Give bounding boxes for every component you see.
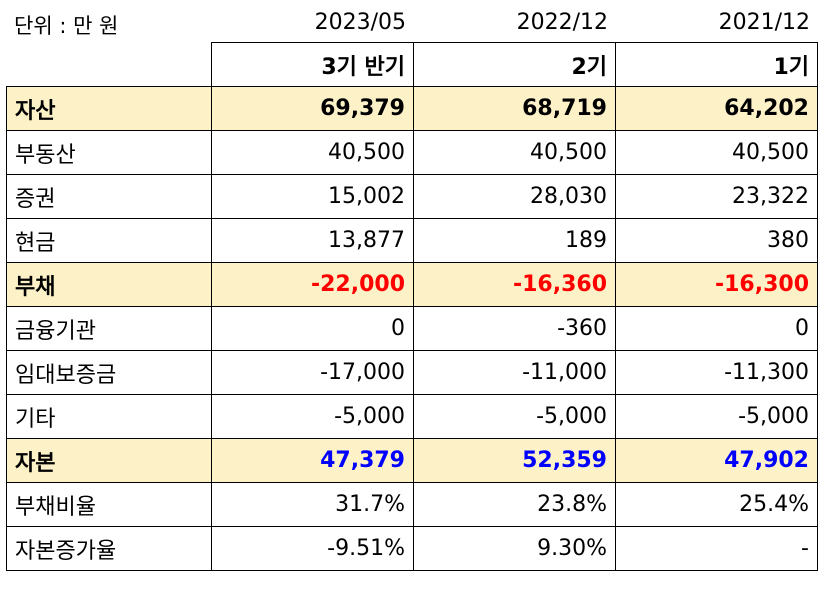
value-cell: 52,359: [413, 438, 616, 483]
value-cell: 28,030: [413, 174, 616, 219]
table-row-real-estate: 부동산 40,500 40,500 40,500: [6, 130, 818, 175]
value-cell: -9.51%: [211, 526, 414, 571]
value-cell: -22,000: [211, 262, 414, 307]
value-cell: -360: [413, 306, 616, 351]
value-cell: 47,379: [211, 438, 414, 483]
value-cell: 189: [413, 218, 616, 263]
value-cell: -5,000: [615, 394, 818, 439]
table-row-liabilities: 부채 -22,000 -16,360 -16,300: [6, 262, 818, 307]
value-cell: -11,300: [615, 350, 818, 395]
row-label: 부채: [6, 262, 212, 307]
value-cell: 380: [615, 218, 818, 263]
value-cell: 40,500: [413, 130, 616, 175]
value-cell: 13,877: [211, 218, 414, 263]
value-cell: 23.8%: [413, 482, 616, 527]
table-row-debt-ratio: 부채비율 31.7% 23.8% 25.4%: [6, 482, 818, 527]
value-cell: 40,500: [211, 130, 414, 175]
table-row-financial-institutions: 금융기관 0 -360 0: [6, 306, 818, 351]
value-cell: 0: [615, 306, 818, 351]
row-label: 임대보증금: [6, 350, 212, 395]
table-row-other: 기타 -5,000 -5,000 -5,000: [6, 394, 818, 439]
date-2023-05: 2023/05: [314, 10, 406, 35]
value-cell: 47,902: [615, 438, 818, 483]
row-label: 부채비율: [6, 482, 212, 527]
date-2021-12: 2021/12: [718, 10, 810, 35]
row-label: 자본: [6, 438, 212, 483]
date-2022-12: 2022/12: [516, 10, 608, 35]
period-cell: 3기 반기: [211, 42, 414, 87]
row-label: 증권: [6, 174, 212, 219]
row-label: 자본증가율: [6, 526, 212, 571]
table-row-assets: 자산 69,379 68,719 64,202: [6, 86, 818, 131]
balance-table: 3기 반기 2기 1기 자산 69,379 68,719 64,202 부동산 …: [6, 42, 818, 571]
row-label: 부동산: [6, 130, 212, 175]
value-cell: 15,002: [211, 174, 414, 219]
value-cell: -: [615, 526, 818, 571]
period-cell: 2기: [413, 42, 616, 87]
value-cell: 40,500: [615, 130, 818, 175]
table-row-lease-deposits: 임대보증금 -17,000 -11,000 -11,300: [6, 350, 818, 395]
row-label: 기타: [6, 394, 212, 439]
table-row-cash: 현금 13,877 189 380: [6, 218, 818, 263]
value-cell: 68,719: [413, 86, 616, 131]
value-cell: 69,379: [211, 86, 414, 131]
period-row: 3기 반기 2기 1기: [6, 42, 818, 87]
row-label: 현금: [6, 218, 212, 263]
value-cell: 9.30%: [413, 526, 616, 571]
unit-label: 단위 : 만 원: [14, 14, 119, 38]
table-row-equity-growth: 자본증가율 -9.51% 9.30% -: [6, 526, 818, 571]
blank-cell: [6, 42, 212, 87]
value-cell: 0: [211, 306, 414, 351]
period-cell: 1기: [615, 42, 818, 87]
value-cell: -17,000: [211, 350, 414, 395]
value-cell: 25.4%: [615, 482, 818, 527]
value-cell: -11,000: [413, 350, 616, 395]
value-cell: 64,202: [615, 86, 818, 131]
row-label: 금융기관: [6, 306, 212, 351]
value-cell: 31.7%: [211, 482, 414, 527]
value-cell: -5,000: [413, 394, 616, 439]
value-cell: -16,360: [413, 262, 616, 307]
row-label: 자산: [6, 86, 212, 131]
table-row-securities: 증권 15,002 28,030 23,322: [6, 174, 818, 219]
value-cell: -5,000: [211, 394, 414, 439]
header-row: 단위 : 만 원 2023/05 2022/12 2021/12: [0, 0, 830, 42]
value-cell: -16,300: [615, 262, 818, 307]
table-row-equity: 자본 47,379 52,359 47,902: [6, 438, 818, 483]
value-cell: 23,322: [615, 174, 818, 219]
